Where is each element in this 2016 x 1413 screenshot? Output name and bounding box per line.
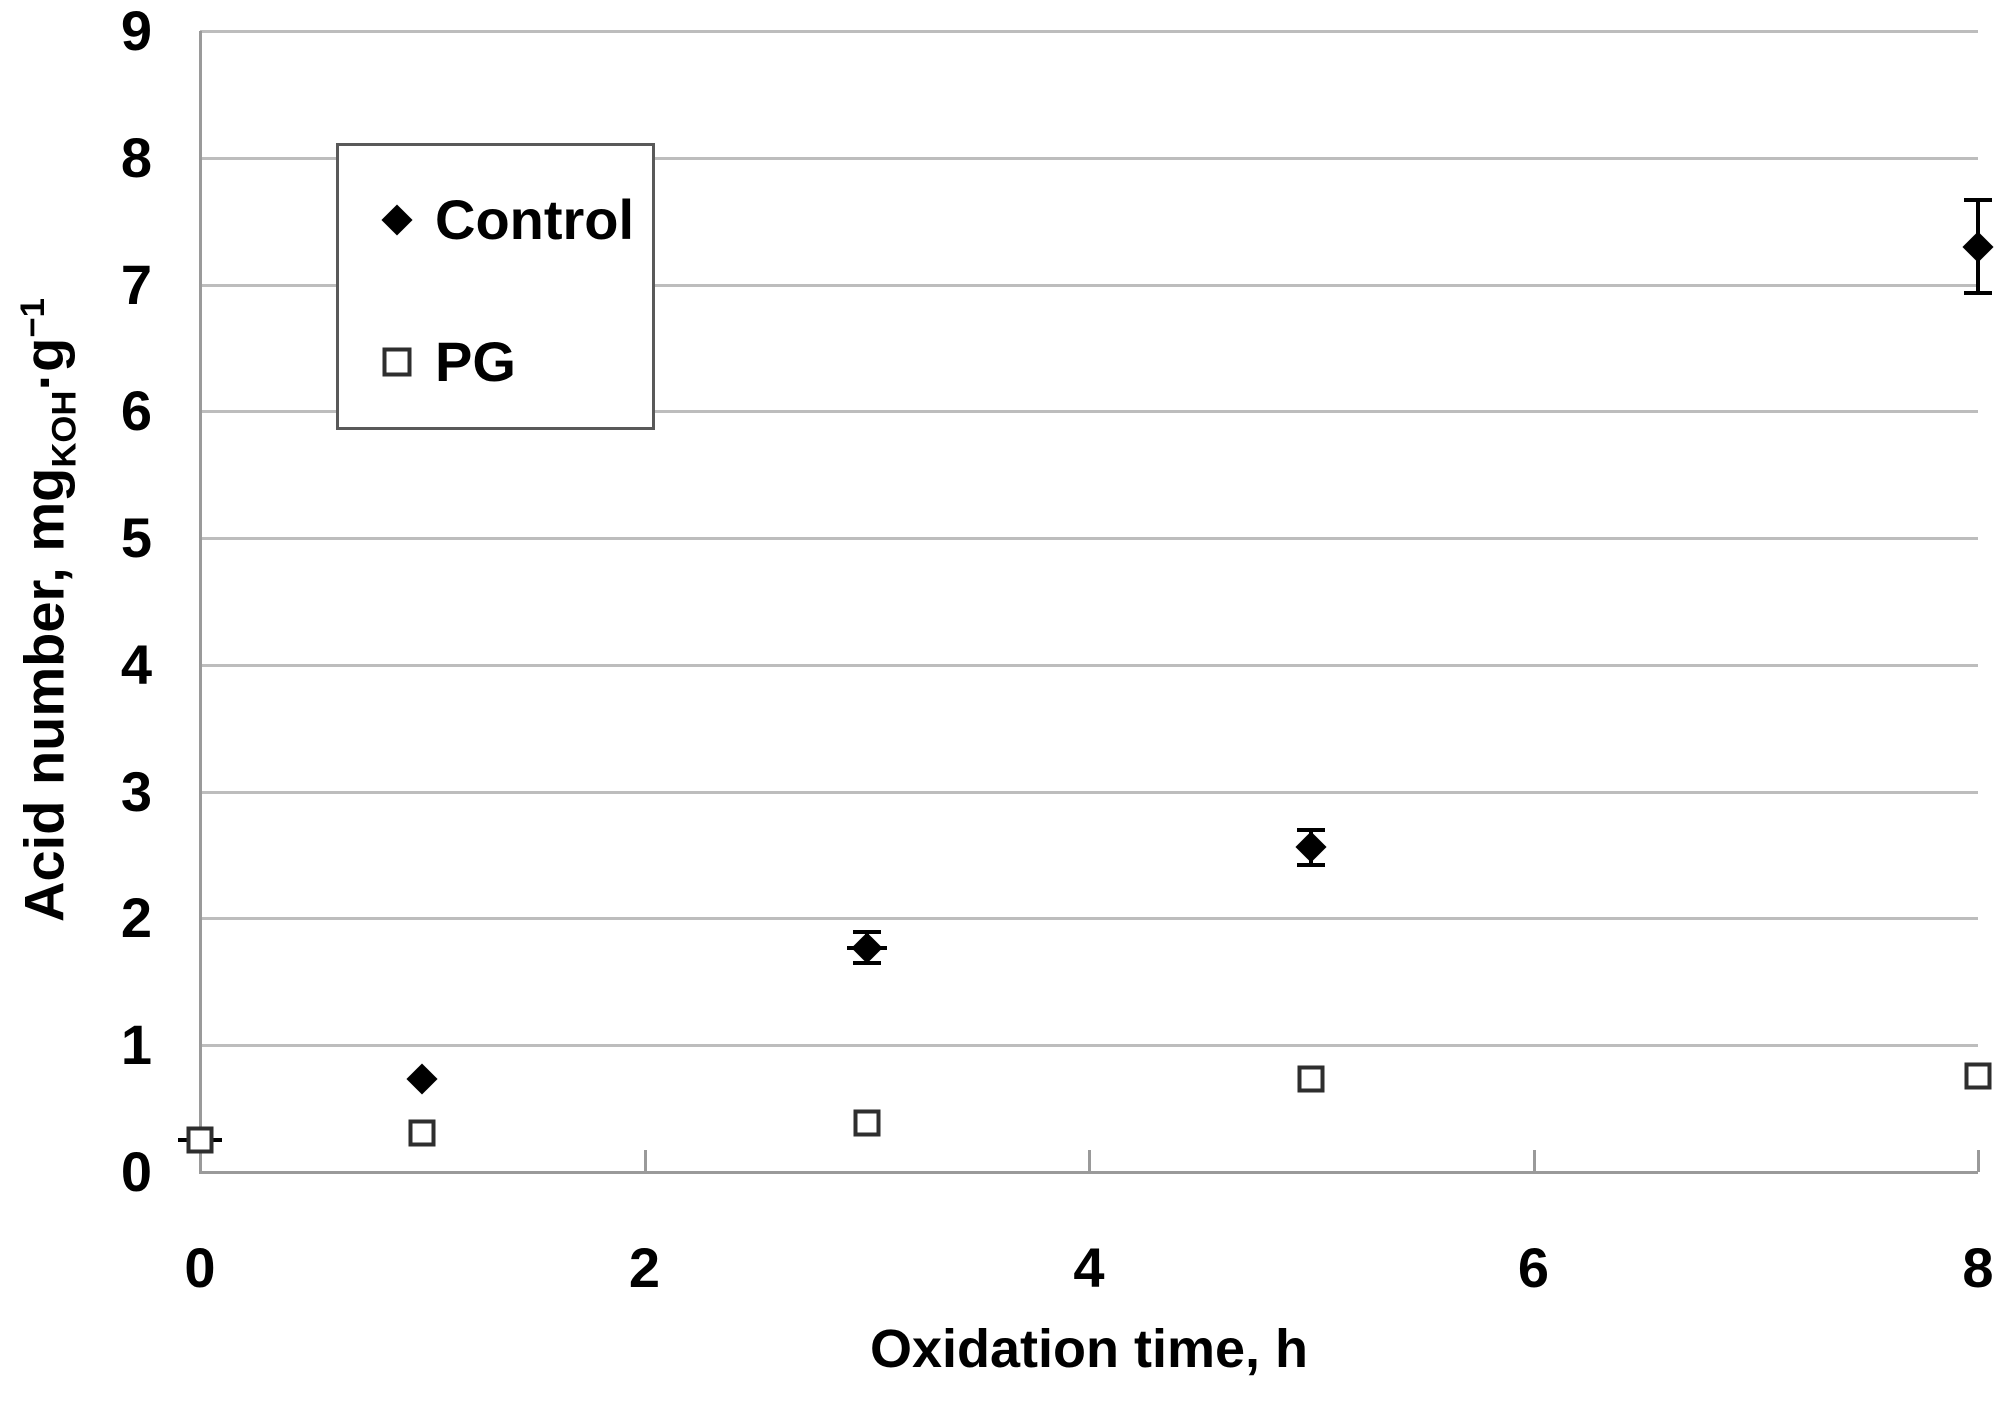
y-tick-label-1: 1 (120, 1013, 152, 1077)
data-point-PG-x3 (853, 1109, 881, 1137)
data-point-Control-x1 (406, 1063, 438, 1095)
y-axis-line (199, 31, 202, 1174)
data-point-Control-x3 (851, 932, 883, 964)
gridline-y-5 (200, 537, 1978, 541)
legend-marker-control-diamond-icon (379, 202, 415, 238)
x-axis-line (200, 1171, 1978, 1174)
x-tick-8 (1977, 1150, 1980, 1172)
y-axis-title-superscript: −1 (13, 298, 52, 338)
x-axis-title: Oxidation time, h (869, 1319, 1309, 1379)
gridline-y-6 (200, 410, 1978, 414)
x-tick-label-0: 0 (184, 1236, 216, 1299)
data-point-Control-x8 (1962, 230, 1994, 263)
y-tick-label-7: 7 (120, 252, 152, 316)
y-tick-label-9: 9 (120, 0, 152, 62)
legend-label-control: Control (435, 188, 635, 251)
data-point-PG-x5 (1297, 1065, 1325, 1093)
x-tick-label-6: 6 (1517, 1236, 1550, 1299)
y-tick-label-5: 5 (120, 506, 152, 570)
yerror-cap-top-Control-5 (1297, 827, 1326, 832)
gridline-y-3 (200, 790, 1978, 794)
yerror-cap-bottom-Control-5 (1297, 863, 1326, 868)
y-tick-label-2: 2 (120, 886, 152, 950)
gridline-y-9 (200, 30, 1978, 33)
yerror-cap-bottom-Control-8 (1964, 291, 1992, 296)
x-tick-label-4: 4 (1073, 1236, 1105, 1299)
y-axis-title-subscript: KOH (45, 390, 84, 468)
legend-entry-pg: PG (379, 330, 516, 394)
legend-label-pg: PG (435, 330, 516, 393)
data-point-PG-x1 (408, 1119, 436, 1147)
data-point-PG-x8 (1964, 1062, 1992, 1090)
data-point-PG-x0 (186, 1126, 214, 1154)
x-tick-6 (1532, 1150, 1536, 1172)
legend: Control PG (336, 143, 655, 430)
y-axis-title: Acid number, mgKOH·g−1 (11, 298, 84, 922)
x-tick-label-2: 2 (628, 1236, 661, 1299)
y-tick-label-4: 4 (120, 632, 152, 696)
gridline-y-4 (200, 663, 1978, 667)
yerror-cap-top-Control-8 (1964, 197, 1992, 202)
x-tick-4 (1088, 1150, 1091, 1172)
x-tick-2 (643, 1150, 647, 1172)
y-tick-label-3: 3 (120, 759, 152, 823)
gridline-y-2 (200, 917, 1978, 921)
gridline-y-1 (200, 1044, 1978, 1048)
y-tick-label-8: 8 (120, 125, 152, 189)
y-tick-label-6: 6 (120, 379, 152, 443)
x-tick-label-8: 8 (1962, 1236, 1994, 1299)
y-tick-label-0: 0 (120, 1140, 152, 1203)
legend-entry-control: Control (379, 188, 634, 252)
y-axis-title-middle: ·g (12, 337, 76, 391)
gridline-y-7 (200, 283, 1978, 287)
data-point-Control-x5 (1295, 831, 1327, 863)
legend-marker-pg-square-icon (379, 344, 415, 380)
gridline-y-8 (200, 156, 1978, 160)
y-axis-title-prefix: Acid number, mg (12, 467, 76, 922)
